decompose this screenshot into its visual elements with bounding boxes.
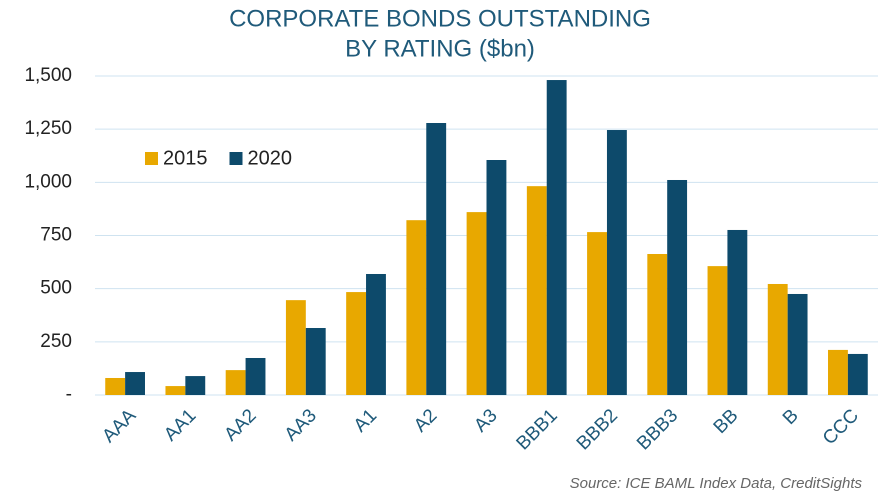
bar	[426, 122, 447, 396]
bar	[707, 266, 728, 395]
y-tick-label: 1,000	[24, 171, 72, 192]
source-note: Source: ICE BAML Index Data, CreditSight…	[570, 475, 863, 492]
legend-label: 2020	[248, 147, 293, 169]
bar	[828, 349, 848, 395]
chart-title: CORPORATE BONDS OUTSTANDING	[229, 5, 651, 32]
bar	[767, 283, 788, 395]
x-tick-label: BB	[710, 405, 743, 438]
bar	[225, 370, 246, 395]
y-tick-label: 1,250	[24, 118, 72, 139]
y-tick-label: 750	[40, 225, 72, 246]
x-tick-label: AAA	[98, 405, 140, 447]
legend-swatch	[229, 152, 243, 165]
y-tick-label: 1,500	[24, 65, 72, 86]
x-tick-label: A2	[410, 405, 441, 436]
bar	[787, 293, 808, 395]
bar	[587, 232, 607, 395]
bar	[165, 386, 186, 395]
bar	[486, 160, 507, 395]
chart-title: BY RATING ($bn)	[345, 35, 535, 62]
legend-swatch	[145, 152, 158, 165]
bar	[606, 130, 627, 395]
x-tick-label: BBB2	[573, 405, 622, 454]
x-tick-label: AA1	[160, 405, 200, 445]
bar	[546, 80, 567, 396]
bar	[526, 186, 547, 395]
x-tick-label: AA3	[281, 405, 321, 445]
y-tick-label: -	[66, 384, 72, 405]
x-tick-label: CCC	[819, 405, 863, 449]
bar	[305, 328, 326, 395]
bar	[466, 212, 487, 395]
bar	[285, 300, 306, 395]
y-tick-label: 500	[40, 278, 72, 299]
bar	[346, 292, 367, 395]
bar	[647, 254, 668, 395]
y-tick-label: 250	[40, 331, 72, 352]
x-tick-label: B	[779, 405, 803, 429]
legend-label: 2015	[163, 147, 208, 169]
x-tick-label: A1	[350, 405, 381, 436]
bar	[406, 220, 427, 395]
bar	[245, 357, 266, 395]
bar	[125, 372, 145, 395]
x-tick-label: A3	[470, 405, 501, 436]
x-tick-label: AA2	[220, 405, 260, 445]
x-tick-label: BBB3	[633, 405, 682, 454]
bar	[847, 353, 868, 395]
bar	[727, 229, 748, 395]
x-tick-label: BBB1	[513, 405, 562, 454]
bar	[185, 376, 206, 395]
bar	[667, 179, 688, 395]
bar	[105, 377, 126, 395]
bar	[366, 273, 386, 395]
